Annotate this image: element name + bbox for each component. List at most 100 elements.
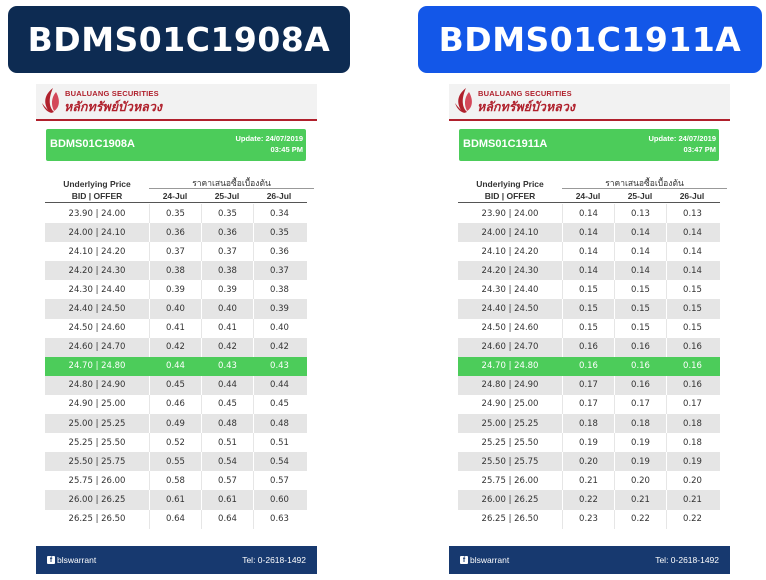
bid-offer-cell: 23.90 | 24.00 (68, 208, 126, 219)
price-cell: 0.16 (562, 337, 614, 357)
price-cell: 0.51 (201, 433, 253, 453)
brand-en: BUALUANG SECURITIES (478, 89, 572, 98)
table-row: 24.50 | 24.60 0.15 0.15 0.15 (458, 318, 720, 338)
price-cell: 0.15 (562, 280, 614, 300)
price-cell: 0.54 (201, 452, 253, 472)
brand-th: หลักทรัพย์บัวหลวง (477, 99, 575, 114)
warrant-card-left: BUALUANG SECURITIES หลักทรัพย์บัวหลวง BD… (36, 84, 317, 575)
price-cell: 0.20 (666, 471, 718, 491)
price-cell: 0.42 (253, 337, 305, 357)
price-cell: 0.64 (201, 509, 253, 529)
bid-offer-cell: 26.00 | 26.25 (68, 494, 126, 505)
bid-offer-cell: 25.00 | 25.25 (68, 418, 126, 429)
social-handle[interactable]: blswarrant (57, 555, 97, 565)
price-cell: 0.37 (201, 242, 253, 262)
price-cell: 0.42 (201, 337, 253, 357)
table-row: 25.75 | 26.00 0.58 0.57 0.57 (45, 471, 307, 491)
price-cell: 0.13 (666, 204, 718, 224)
price-cell: 0.36 (201, 223, 253, 243)
price-cell: 0.18 (666, 414, 718, 434)
price-cell: 0.20 (562, 452, 614, 472)
table-row: 24.10 | 24.20 0.37 0.37 0.36 (45, 242, 307, 262)
table-header: Underlying Price BID | OFFER ราคาเสนอซื้… (45, 176, 314, 204)
price-cell: 0.15 (614, 318, 666, 338)
price-cell: 0.38 (253, 280, 305, 300)
price-cell: 0.35 (201, 204, 253, 224)
brand-th: หลักทรัพย์บัวหลวง (64, 99, 162, 114)
update-date: Update: 24/07/2019 (648, 134, 716, 143)
bid-offer-cell: 25.50 | 25.75 (68, 456, 126, 467)
price-cell: 0.21 (614, 490, 666, 510)
underlying-label: Underlying Price (63, 179, 131, 189)
price-cell: 0.16 (666, 356, 718, 376)
bid-offer-cell: 24.80 | 24.90 (68, 380, 126, 391)
price-cell: 0.16 (614, 356, 666, 376)
price-cell: 0.54 (253, 452, 305, 472)
price-cell: 0.15 (614, 299, 666, 319)
price-cell: 0.23 (562, 509, 614, 529)
price-cell: 0.36 (149, 223, 201, 243)
price-cell: 0.40 (253, 318, 305, 338)
table-row: 24.00 | 24.10 0.14 0.14 0.14 (458, 223, 720, 243)
table-row: 24.20 | 24.30 0.38 0.38 0.37 (45, 261, 307, 281)
bid-offer-cell: 25.00 | 25.25 (481, 418, 539, 429)
group-divider (562, 188, 727, 189)
facebook-icon[interactable]: f (460, 556, 468, 564)
bid-offer-cell: 24.90 | 25.00 (68, 399, 126, 410)
bid-offer-cell: 24.70 | 24.80 (481, 361, 539, 372)
table-row: 24.40 | 24.50 0.15 0.15 0.15 (458, 299, 720, 319)
group-divider (149, 188, 314, 189)
bid-offer-cell: 26.25 | 26.50 (481, 514, 539, 525)
underlying-label: Underlying Price (476, 179, 544, 189)
price-cell: 0.48 (201, 414, 253, 434)
price-cell: 0.15 (666, 318, 718, 338)
bid-offer-cell: 24.60 | 24.70 (481, 342, 539, 353)
bid-offer-cell: 24.90 | 25.00 (481, 399, 539, 410)
table-row: 24.90 | 25.00 0.17 0.17 0.17 (458, 394, 720, 415)
price-cell: 0.14 (562, 261, 614, 281)
phone-number: Tel: 0-2618-1492 (655, 555, 719, 565)
price-cell: 0.44 (149, 356, 201, 376)
bid-offer-label: BID | OFFER (71, 191, 123, 201)
price-cell: 0.19 (614, 433, 666, 453)
price-cell: 0.21 (562, 471, 614, 491)
bid-offer-cell: 25.75 | 26.00 (68, 475, 126, 486)
price-cell: 0.19 (614, 452, 666, 472)
card-header: BUALUANG SECURITIES หลักทรัพย์บัวหลวง (36, 84, 317, 121)
bid-offer-cell: 24.30 | 24.40 (481, 284, 539, 295)
bid-offer-cell: 24.00 | 24.10 (68, 227, 126, 238)
update-stamp: Update: 24/07/2019 03:45 PM (235, 134, 303, 155)
table-row: 25.50 | 25.75 0.20 0.19 0.19 (458, 452, 720, 472)
title-left: BDMS01C1908A (8, 6, 350, 73)
price-cell: 0.41 (201, 318, 253, 338)
price-cell: 0.14 (614, 242, 666, 262)
table-row: 25.50 | 25.75 0.55 0.54 0.54 (45, 452, 307, 472)
underlying-header: Underlying Price BID | OFFER (45, 178, 149, 202)
price-cell: 0.45 (253, 394, 305, 415)
price-cell: 0.39 (253, 299, 305, 319)
price-cell: 0.14 (562, 204, 614, 224)
date-header: 24-Jul (575, 191, 601, 201)
price-cell: 0.18 (614, 414, 666, 434)
date-header: 26-Jul (679, 191, 705, 201)
bid-offer-cell: 26.25 | 26.50 (68, 514, 126, 525)
header-divider (458, 202, 720, 203)
warrant-code: BDMS01C1911A (463, 138, 548, 150)
price-cell: 0.38 (149, 261, 201, 281)
price-cell: 0.18 (562, 414, 614, 434)
footer-bar: f blswarrant Tel: 0-2618-1492 (449, 546, 730, 574)
bid-offer-cell: 24.70 | 24.80 (68, 361, 126, 372)
price-cell: 0.14 (562, 242, 614, 262)
social-handle[interactable]: blswarrant (470, 555, 510, 565)
price-cell: 0.55 (149, 452, 201, 472)
price-cell: 0.60 (253, 490, 305, 510)
price-cell: 0.34 (253, 204, 305, 224)
bid-offer-label: BID | OFFER (484, 191, 536, 201)
price-cell: 0.37 (253, 261, 305, 281)
update-stamp: Update: 24/07/2019 03:47 PM (648, 134, 716, 155)
table-row: 25.25 | 25.50 0.52 0.51 0.51 (45, 433, 307, 453)
price-cell: 0.15 (666, 299, 718, 319)
table-row-highlighted: 24.70 | 24.80 0.16 0.16 0.16 (458, 356, 720, 376)
facebook-icon[interactable]: f (47, 556, 55, 564)
table-row: 24.20 | 24.30 0.14 0.14 0.14 (458, 261, 720, 281)
